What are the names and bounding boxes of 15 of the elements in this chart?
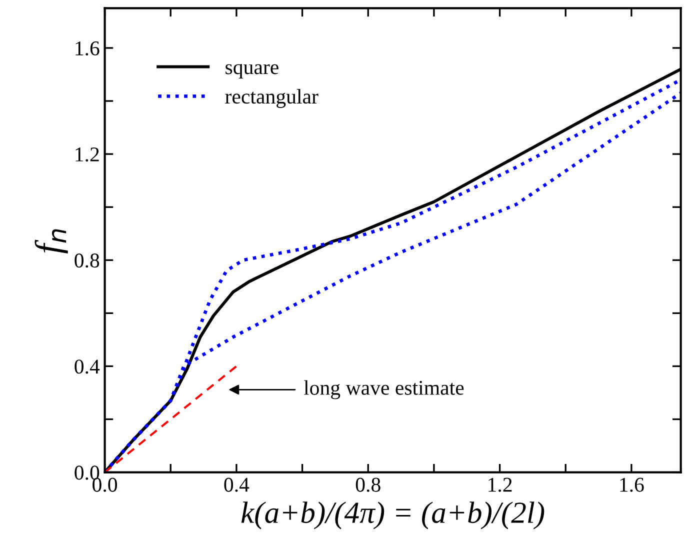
x-tick-label: 1.6: [620, 478, 644, 492]
x-tick-label: 0.8: [356, 478, 380, 492]
legend-label: square: [226, 64, 278, 78]
y-tick-label: 0.4: [74, 360, 100, 374]
y-tick-label: 0.8: [74, 254, 100, 268]
x-axis-title: k(a+b)/(4π) = (a+b)/(2l): [241, 502, 544, 530]
annotation: long wave estimate: [304, 380, 464, 400]
y-tick-label: 1.6: [76, 41, 100, 56]
x-tick-label: 1.2: [488, 478, 512, 492]
legend-label: rectangular: [225, 88, 318, 108]
x-tick-label: 0.0: [92, 478, 118, 492]
y-axis-title: f$_{n}$: [34, 229, 68, 254]
x-tick-label: 0.4: [224, 478, 250, 492]
y-tick-label: 1.2: [76, 147, 99, 162]
y-tick-label: 0.0: [74, 466, 100, 480]
